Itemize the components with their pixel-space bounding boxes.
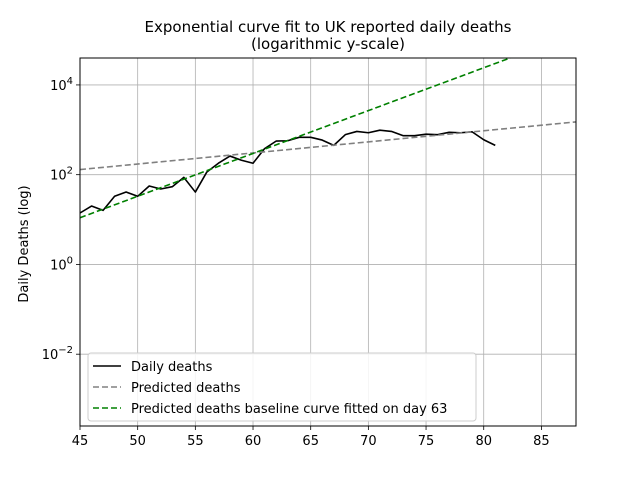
series-line-1 bbox=[80, 129, 496, 214]
plot-frame bbox=[79, 57, 577, 427]
x-tick-label: 70 bbox=[360, 434, 377, 449]
chart-title: Exponential curve fit to UK reported dai… bbox=[145, 18, 512, 36]
grid bbox=[79, 58, 576, 426]
y-tick-label: 100 bbox=[50, 255, 73, 273]
x-tick-label: 45 bbox=[72, 434, 89, 449]
y-tick-label: 102 bbox=[50, 166, 73, 184]
x-tick-label: 75 bbox=[418, 434, 435, 449]
x-axis: 45 50 55 60 65 70 75 80 85 bbox=[72, 426, 550, 449]
x-tick-label: 50 bbox=[129, 434, 146, 449]
legend-label: Daily deaths bbox=[131, 360, 213, 375]
series-layer bbox=[80, 58, 576, 219]
legend-box bbox=[87, 352, 477, 422]
x-tick-label: 60 bbox=[245, 434, 262, 449]
y-tick-label: 10−2 bbox=[42, 345, 73, 363]
y-axis-label: Daily Deaths (log) bbox=[17, 185, 32, 302]
x-tick-label: 65 bbox=[302, 434, 319, 449]
series-line-2 bbox=[80, 121, 576, 171]
legend-label: Predicted deaths baseline curve fitted o… bbox=[131, 402, 447, 417]
y-tick-label: 104 bbox=[50, 76, 73, 94]
series-line-3 bbox=[80, 58, 513, 219]
x-tick-label: 55 bbox=[187, 434, 204, 449]
chart-subtitle: (logarithmic y-scale) bbox=[251, 35, 405, 53]
x-tick-label: 85 bbox=[533, 434, 550, 449]
legend: Daily deaths Predicted deaths Predicted de… bbox=[87, 352, 477, 422]
legend-label: Predicted deaths bbox=[131, 381, 241, 396]
y-axis: 10−2 100 102 104 bbox=[42, 76, 80, 363]
x-tick-label: 80 bbox=[475, 434, 492, 449]
